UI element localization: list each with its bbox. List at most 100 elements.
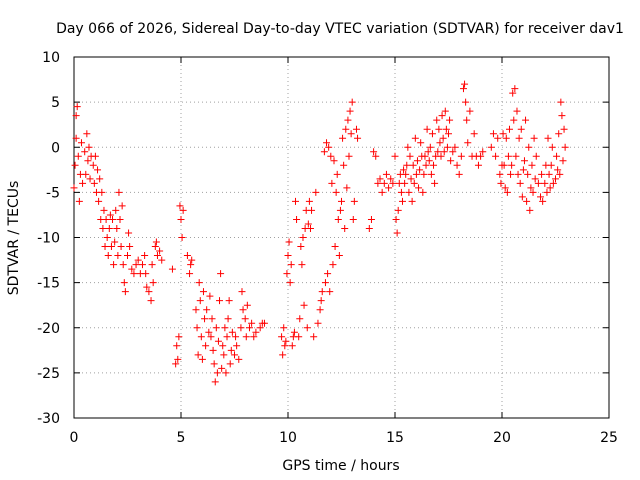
data-point	[494, 134, 502, 142]
y-tick-labels: 10 5 0 -5 -10 -15 -20 -25 -30	[37, 50, 60, 427]
data-point	[324, 270, 332, 278]
data-point	[455, 170, 463, 178]
data-point	[464, 139, 472, 147]
data-point	[280, 324, 288, 332]
data-point	[210, 360, 218, 368]
axis-ticks	[73, 56, 610, 419]
data-point	[526, 206, 534, 214]
data-point	[463, 116, 471, 124]
data-point	[461, 80, 469, 88]
data-point	[554, 166, 562, 174]
data-point	[411, 134, 419, 142]
data-point	[205, 328, 213, 336]
chart-title: Day 066 of 2026, Sidereal Day-to-day VTE…	[56, 21, 624, 37]
data-point	[343, 184, 351, 192]
data-point	[304, 220, 312, 228]
data-point	[202, 342, 210, 350]
data-point	[226, 360, 234, 368]
data-point	[433, 116, 441, 124]
data-point	[408, 197, 416, 205]
data-point	[283, 270, 291, 278]
x-tick-label: 15	[386, 430, 404, 446]
data-point	[537, 193, 545, 201]
data-point	[156, 247, 164, 255]
data-point	[77, 139, 85, 147]
data-point	[365, 224, 373, 232]
data-point	[113, 224, 121, 232]
data-point	[143, 283, 151, 291]
data-point	[403, 161, 411, 169]
data-point	[172, 360, 180, 368]
data-point	[519, 166, 527, 174]
data-point	[487, 143, 495, 151]
data-point	[110, 261, 118, 269]
data-point	[508, 161, 516, 169]
data-point	[99, 224, 107, 232]
data-point	[407, 175, 415, 183]
data-point	[325, 143, 333, 151]
y-tick-label: -25	[37, 366, 60, 382]
data-point	[394, 206, 402, 214]
data-point	[220, 351, 228, 359]
data-point	[173, 342, 181, 350]
data-point	[497, 179, 505, 187]
data-point	[102, 215, 110, 223]
data-point	[522, 116, 530, 124]
data-point	[128, 265, 136, 273]
data-point	[109, 215, 117, 223]
data-point	[111, 238, 119, 246]
data-point	[95, 197, 103, 205]
data-point	[512, 152, 520, 160]
data-point	[290, 328, 298, 336]
data-point	[557, 98, 565, 106]
data-point	[119, 261, 127, 269]
data-point	[120, 279, 128, 287]
data-point	[555, 130, 563, 138]
y-tick-label: -30	[37, 411, 60, 427]
data-point	[547, 161, 555, 169]
data-point	[339, 134, 347, 142]
data-point	[225, 297, 233, 305]
data-point	[402, 170, 410, 178]
data-point	[346, 107, 354, 115]
y-tick-label: -20	[37, 321, 60, 337]
data-point	[248, 319, 256, 327]
data-point	[132, 261, 140, 269]
data-point	[413, 157, 421, 165]
data-point	[442, 125, 450, 133]
data-point	[558, 112, 566, 120]
data-point	[385, 184, 393, 192]
data-point	[101, 243, 109, 251]
data-point	[335, 252, 343, 260]
data-point	[503, 188, 511, 196]
data-point	[435, 125, 443, 133]
data-point	[158, 256, 166, 264]
data-point	[223, 333, 231, 341]
data-point	[305, 197, 313, 205]
data-point	[142, 270, 150, 278]
data-point	[556, 170, 564, 178]
data-point	[534, 179, 542, 187]
data-point	[466, 107, 474, 115]
data-point	[430, 161, 438, 169]
data-point	[431, 179, 439, 187]
data-point	[89, 161, 97, 169]
data-point	[298, 261, 306, 269]
data-point	[531, 175, 539, 183]
data-point	[489, 130, 497, 138]
data-point	[241, 315, 249, 323]
data-point	[214, 337, 222, 345]
data-point	[216, 297, 224, 305]
data-point	[224, 315, 232, 323]
data-point	[501, 184, 509, 192]
data-point	[548, 143, 556, 151]
data-point	[462, 98, 470, 106]
data-point	[387, 175, 395, 183]
data-point	[243, 301, 251, 309]
data-point	[421, 152, 429, 160]
data-point	[474, 161, 482, 169]
data-point	[208, 315, 216, 323]
data-point	[281, 342, 289, 350]
data-point	[333, 170, 341, 178]
data-point	[175, 333, 183, 341]
